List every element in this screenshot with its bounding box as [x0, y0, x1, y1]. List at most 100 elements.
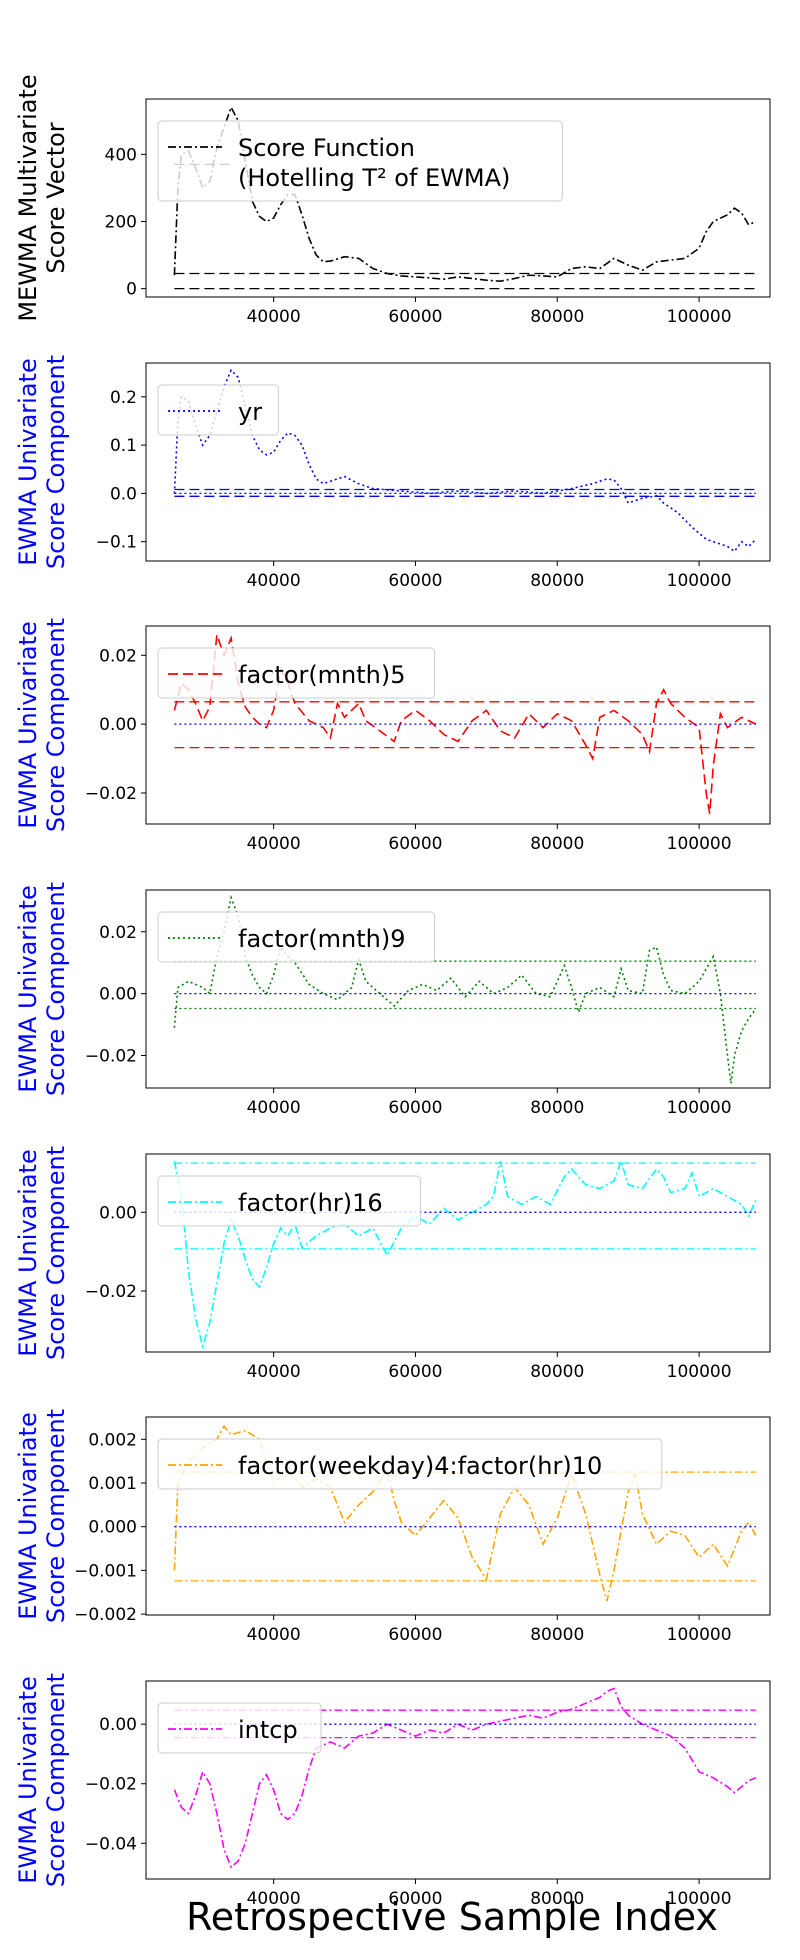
series-line [173, 1158, 757, 1350]
x-tick-label: 40000 [247, 1362, 301, 1382]
series-line [173, 1687, 757, 1869]
y-axis-label: Score Component [42, 882, 70, 1096]
y-tick-label: 0.000 [88, 1518, 137, 1538]
x-tick-label: 80000 [530, 1098, 584, 1118]
legend-label: intcp [238, 1716, 298, 1744]
chart-panel-6: 40000 60000 80000 100000 −0.002 −0.001 0.000 0.… [14, 1409, 771, 1645]
chart-panel-3: 40000 60000 80000 100000 −0.02 0.00 0.02 EWMA U… [14, 618, 771, 854]
y-tick-label: 0.00 [99, 1203, 137, 1223]
x-tick-label: 60000 [388, 1889, 442, 1909]
series-group [173, 634, 757, 814]
y-tick-label: 0.02 [99, 646, 137, 666]
x-tick-label: 100000 [667, 1625, 732, 1645]
y-tick-label: 0.00 [99, 1715, 137, 1735]
legend-box [157, 911, 436, 963]
y-tick-label: 0.2 [110, 388, 137, 408]
x-tick-label: 40000 [247, 1625, 301, 1645]
x-tick-label: 60000 [388, 1362, 442, 1382]
y-tick-label: 200 [105, 212, 137, 232]
y-tick-label: −0.02 [85, 1047, 137, 1067]
y-tick-label: 0.00 [99, 715, 137, 735]
y-tick-label: −0.002 [74, 1605, 137, 1625]
x-tick-label: 60000 [388, 834, 442, 854]
y-axis-label: Score Component [42, 618, 70, 832]
y-tick-label: 0.0 [110, 484, 137, 504]
x-tick-label: 100000 [667, 834, 732, 854]
legend-label: yr [238, 398, 262, 426]
y-tick-label: −0.1 [96, 533, 137, 553]
x-tick-label: 80000 [530, 571, 584, 591]
x-tick-label: 40000 [247, 571, 301, 591]
y-tick-label: −0.04 [85, 1834, 137, 1854]
series-line [173, 368, 757, 553]
legend-label: factor(mnth)5 [238, 661, 406, 689]
chart-panel-4: 40000 60000 80000 100000 −0.02 0.00 0.02 EWMA U… [14, 882, 771, 1118]
axes-frame [145, 1416, 771, 1616]
y-tick-label: 400 [105, 145, 137, 165]
chart-panel-2: 40000 60000 80000 100000 −0.1 0.0 0.1 0.2 EWMA U… [14, 355, 771, 591]
y-tick-label: 0.001 [88, 1474, 137, 1494]
series-group [173, 368, 757, 553]
y-axis-label: Score Component [42, 355, 70, 569]
x-tick-label: 100000 [667, 1889, 732, 1909]
legend-label: Score Function [238, 134, 415, 162]
y-tick-label: −0.02 [85, 784, 137, 804]
legend-box [157, 1438, 663, 1490]
series-line [173, 105, 757, 283]
chart-panel-1: 40000 60000 80000 100000 0 200 400 MEWMA Multiv… [14, 74, 771, 327]
x-tick-label: 100000 [667, 1098, 732, 1118]
y-axis-label: EWMA Univariate [14, 1149, 42, 1356]
x-tick-label: 100000 [667, 307, 732, 327]
series-line [173, 894, 757, 1084]
x-tick-label: 40000 [247, 1889, 301, 1909]
axes-frame [145, 1680, 771, 1880]
x-tick-label: 80000 [530, 834, 584, 854]
y-tick-label: 0.002 [88, 1430, 137, 1450]
y-tick-label: 0.00 [99, 985, 137, 1005]
legend-label: (Hotelling T² of EWMA) [238, 164, 510, 192]
legend-box [157, 1175, 421, 1227]
axes-frame [145, 625, 771, 825]
axes-frame [145, 1153, 771, 1353]
chart-panel-7: 40000 60000 80000 100000 −0.04 −0.02 0.00 EWMA … [14, 1673, 771, 1909]
y-axis-label: EWMA Univariate [14, 358, 42, 565]
x-axis-label: Retrospective Sample Index [186, 1895, 718, 1939]
legend-box [157, 647, 436, 699]
legend-label: factor(mnth)9 [238, 925, 406, 953]
y-axis-label: Score Component [42, 1146, 70, 1360]
y-axis-label: EWMA Univariate [14, 1412, 42, 1619]
y-tick-label: −0.02 [85, 1282, 137, 1302]
chart-panel-5: 40000 60000 80000 100000 −0.02 0.00 EWMA Univa… [14, 1146, 771, 1382]
axes-frame [145, 889, 771, 1089]
y-tick-label: −0.02 [85, 1775, 137, 1795]
x-tick-label: 80000 [530, 1625, 584, 1645]
x-tick-label: 100000 [667, 1362, 732, 1382]
y-axis-label: EWMA Univariate [14, 885, 42, 1092]
legend-label: factor(hr)16 [238, 1189, 383, 1217]
legend-box [157, 384, 279, 436]
series-line [173, 634, 757, 814]
x-tick-label: 40000 [247, 834, 301, 854]
x-tick-label: 40000 [247, 1098, 301, 1118]
x-tick-label: 60000 [388, 307, 442, 327]
y-axis-label: MEWMA Multivariate [14, 74, 42, 321]
x-tick-label: 80000 [530, 1889, 584, 1909]
y-axis-label: Score Component [42, 1673, 70, 1887]
legend-label: factor(weekday)4:factor(hr)10 [238, 1452, 602, 1480]
y-axis-label: Score Vector [42, 122, 70, 273]
y-tick-label: −0.001 [74, 1561, 137, 1581]
legend-box [157, 1702, 322, 1754]
x-tick-label: 60000 [388, 571, 442, 591]
y-tick-label: 0 [126, 280, 137, 300]
x-tick-label: 80000 [530, 307, 584, 327]
x-tick-label: 40000 [247, 307, 301, 327]
axes-frame [145, 98, 771, 298]
axes-frame [145, 362, 771, 562]
y-tick-label: 0.1 [110, 436, 137, 456]
x-tick-label: 80000 [530, 1362, 584, 1382]
y-axis-label: EWMA Univariate [14, 621, 42, 828]
y-axis-label: EWMA Univariate [14, 1676, 42, 1883]
y-tick-label: 0.02 [99, 923, 137, 943]
x-tick-label: 100000 [667, 571, 732, 591]
